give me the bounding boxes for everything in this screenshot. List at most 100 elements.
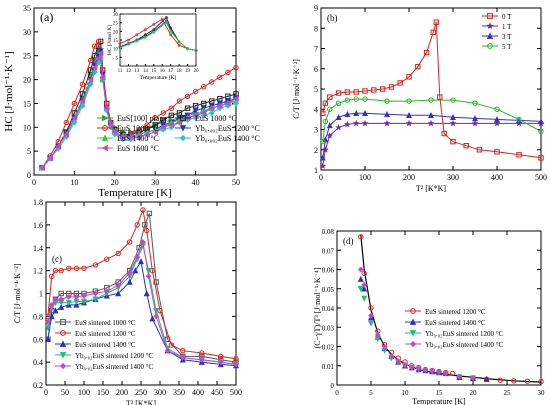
legend-label: Yb₀.₀₂EuS sintered 1200 °C xyxy=(425,330,504,338)
x-tick-label: 25 xyxy=(504,389,512,397)
data-point xyxy=(516,116,522,123)
data-point xyxy=(79,81,86,88)
series-1 xyxy=(319,119,545,169)
data-point xyxy=(65,294,72,300)
data-point xyxy=(216,102,223,109)
x-tick-label: 30 xyxy=(538,389,546,397)
data-point xyxy=(402,361,408,368)
inset-data-point xyxy=(160,17,164,21)
inset-x-tick-label: 12 xyxy=(126,69,132,74)
inset-data-point xyxy=(118,46,122,50)
legend-label: Yb₀.₀₂EuS sintered 1400 °C xyxy=(75,363,154,371)
y-tick-label: 5 xyxy=(27,147,31,156)
data-point xyxy=(126,278,133,285)
data-point xyxy=(217,74,223,80)
x-tick-label: 0 xyxy=(44,388,48,397)
data-point xyxy=(405,119,413,127)
y-tick-label: 4 xyxy=(314,105,318,114)
x-axis-label: T² [K*K] xyxy=(416,184,447,193)
data-point xyxy=(423,49,430,56)
inset-data-point xyxy=(165,19,168,23)
data-point xyxy=(395,358,402,365)
data-point xyxy=(153,313,160,320)
legend-marker xyxy=(101,134,109,141)
y-tick-label: 0 xyxy=(27,171,31,180)
data-point xyxy=(107,121,114,128)
data-point xyxy=(135,133,142,140)
inset-y-label: HC [J/mol K] xyxy=(107,25,113,55)
data-point xyxy=(198,356,205,363)
inset-y-tick-label: 25 xyxy=(113,22,119,27)
data-point xyxy=(48,313,55,320)
data-point xyxy=(441,130,447,137)
data-point xyxy=(361,295,368,302)
inset-x-tick-label: 18 xyxy=(177,69,183,74)
inset-data-point xyxy=(186,47,189,51)
data-point xyxy=(140,207,146,213)
data-point-dot xyxy=(73,102,76,105)
y-tick-label: 35 xyxy=(23,4,31,13)
inset-data-point xyxy=(152,28,156,32)
x-tick-label: 400 xyxy=(491,173,503,182)
legend-marker xyxy=(60,319,66,325)
data-point xyxy=(48,302,55,308)
data-point xyxy=(176,98,183,104)
inset-series-line xyxy=(119,22,197,51)
data-point xyxy=(79,98,86,105)
data-point xyxy=(405,112,413,119)
data-point xyxy=(168,121,175,128)
data-point xyxy=(538,378,544,385)
data-point xyxy=(143,131,150,138)
data-point xyxy=(397,80,403,86)
data-point xyxy=(46,155,53,162)
data-point xyxy=(159,124,166,131)
series-3 xyxy=(357,266,476,381)
inset-y-tick-label: 10 xyxy=(113,48,119,53)
data-point xyxy=(73,294,80,300)
data-point xyxy=(476,147,483,153)
data-point xyxy=(361,281,368,288)
legend-label: EuS 1200 °C xyxy=(117,124,159,133)
data-point xyxy=(233,361,239,368)
y-tick-label: 1.8 xyxy=(33,198,43,207)
inset-data-point xyxy=(143,33,147,37)
y-tick-label: 6 xyxy=(314,65,318,74)
inset-y-tick-label: 5 xyxy=(116,56,119,61)
y-tick-label: 1.6 xyxy=(33,221,43,230)
data-point xyxy=(149,315,156,322)
data-point xyxy=(428,97,434,103)
inset-data-point xyxy=(118,42,122,45)
data-point xyxy=(209,79,215,85)
y-tick-label: 7 xyxy=(314,45,318,54)
data-point-dot xyxy=(170,114,173,117)
data-point xyxy=(427,112,435,119)
data-point xyxy=(115,250,121,257)
data-point xyxy=(511,378,517,384)
x-tick-label: 200 xyxy=(403,173,415,182)
series-3 xyxy=(320,96,544,145)
data-point xyxy=(146,210,153,217)
data-point xyxy=(151,129,158,136)
x-tick-label: 350 xyxy=(173,388,185,397)
data-point-dot xyxy=(194,90,197,93)
data-point xyxy=(184,93,191,99)
panel-3: 0 5 10 15 20 25 30 0 0.01 0.02 0.03 0.04 0.05 0.06 0.0… xyxy=(313,228,545,405)
data-point xyxy=(127,133,134,140)
data-point xyxy=(430,29,436,36)
legend-marker xyxy=(409,340,417,348)
data-point-dot xyxy=(89,69,92,71)
data-point xyxy=(471,115,479,122)
data-point xyxy=(63,119,70,126)
data-point xyxy=(99,74,106,81)
data-point xyxy=(52,296,59,303)
data-point xyxy=(327,106,333,112)
legend-label: EuS sintered 1200 °C xyxy=(425,308,486,316)
inset-x-tick-label: 14 xyxy=(143,69,149,74)
data-point xyxy=(145,273,152,280)
y-tick-label: 1 xyxy=(39,290,43,299)
data-point xyxy=(217,359,224,366)
data-point xyxy=(320,110,326,116)
inset-data-point xyxy=(127,38,130,42)
data-point xyxy=(361,270,367,277)
x-tick-label: 150 xyxy=(97,388,109,397)
